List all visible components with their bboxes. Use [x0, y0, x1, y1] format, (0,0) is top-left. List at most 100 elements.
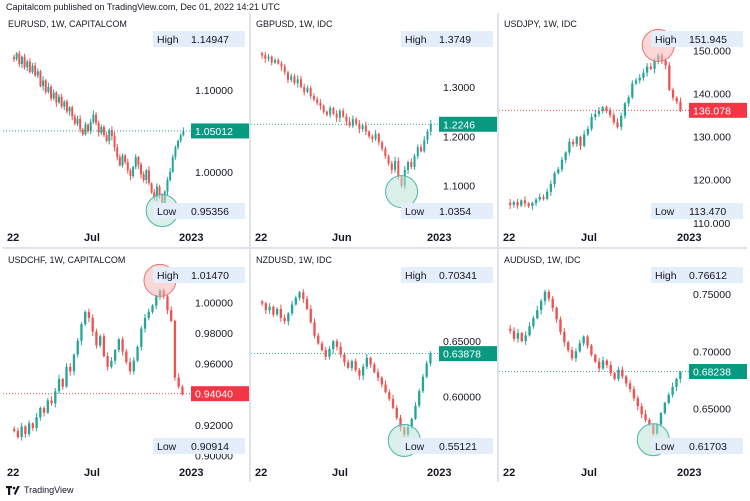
low-label: Low — [157, 441, 177, 453]
candle-body — [294, 297, 297, 305]
candle-body — [532, 318, 535, 327]
candle-body — [47, 86, 50, 92]
candle-body — [174, 147, 177, 158]
candle-body — [79, 118, 82, 130]
candle-body — [261, 53, 264, 56]
chart-panel-nzdusd[interactable]: NZDUSD, 1W, IDC 0.65000 0.60000 0.63878 Hig… — [251, 249, 497, 482]
candle-body — [410, 418, 413, 427]
candle-body — [65, 101, 68, 112]
candle-body — [171, 157, 174, 172]
candle-body — [578, 343, 581, 352]
candles — [13, 50, 185, 206]
candle-body — [23, 56, 26, 68]
chart-title: USDCHF, 1W, CAPITALCOM — [8, 255, 126, 265]
candle-body — [361, 366, 365, 376]
candle-body — [413, 156, 416, 167]
candle-body — [126, 162, 129, 171]
candle-body — [361, 125, 364, 129]
candle-body — [55, 92, 58, 103]
high-label: High — [157, 34, 179, 46]
low-label: Low — [655, 441, 675, 453]
candle-body — [97, 122, 100, 133]
candle-body — [512, 202, 515, 205]
candle-body — [63, 101, 66, 107]
candle-body — [520, 333, 523, 342]
last-price-badge — [439, 116, 497, 132]
chart-panel-usdchf[interactable]: USDCHF, 1W, CAPITALCOM 1.020001.000000.9… — [3, 249, 249, 482]
candle-body — [20, 426, 23, 438]
candle-body — [391, 398, 395, 408]
candle-body — [632, 389, 636, 399]
candle-body — [616, 122, 619, 128]
candle-body — [429, 124, 432, 132]
low-value: 0.95356 — [191, 206, 229, 218]
candle-body — [347, 362, 350, 368]
candle-body — [277, 60, 280, 64]
high-value: 151.945 — [689, 34, 727, 46]
candle-body — [328, 348, 331, 357]
last-price-label: 0.68238 — [693, 366, 731, 378]
candle-body — [620, 115, 623, 128]
candle-body — [92, 114, 95, 123]
x-tick-label: Jul — [332, 467, 348, 479]
candle-body — [52, 92, 55, 99]
candle-body — [586, 128, 590, 135]
x-tick-label: 2023 — [677, 232, 701, 244]
candle-body — [306, 88, 309, 93]
candle-body — [113, 349, 117, 361]
y-tick-label: 120.000 — [693, 175, 731, 187]
chart-panel-eurusd[interactable]: EURUSD, 1W, CAPITALCOM 1.10000 1.00000 1.0… — [3, 13, 249, 247]
chart-svg: 150.000 140.000 130.000 120.000 110.000 136.0… — [499, 28, 747, 244]
last-price-badge — [439, 346, 497, 362]
candle-body — [100, 126, 103, 133]
candle-body — [390, 163, 393, 170]
candle-body — [99, 336, 102, 346]
candle-body — [57, 379, 61, 392]
candle-body — [399, 417, 402, 428]
y-tick-label: 0.92000 — [195, 420, 233, 432]
high-box — [651, 267, 743, 283]
candle-body — [351, 119, 354, 126]
candle-body — [125, 351, 128, 363]
chart-panel-usdjpy[interactable]: USDJPY, 1W, IDC 150.000 140.000 130.000 120… — [499, 13, 747, 247]
candle-body — [369, 357, 372, 365]
candle-body — [147, 311, 150, 318]
candle-body — [158, 186, 161, 195]
candle-body — [645, 66, 649, 73]
high-label: High — [405, 270, 427, 282]
candle-body — [68, 107, 71, 112]
chart-panel-gbpusd[interactable]: GBPUSD, 1W, IDC 1.40001.30001.20001.1000… — [251, 13, 497, 247]
candle-body — [283, 66, 286, 73]
x-tick-label: Jul — [581, 467, 597, 479]
candle-body — [28, 61, 31, 73]
chart-svg: 0.65000 0.60000 0.63878 High 0.70341 Low 0.551… — [251, 267, 497, 479]
candle-body — [140, 328, 143, 347]
low-box — [401, 438, 493, 454]
candle-body — [145, 170, 148, 181]
candle-body — [95, 331, 98, 346]
y-tick-label: 0.98000 — [195, 328, 233, 340]
candle-body — [570, 350, 574, 359]
chart-panel-audusd[interactable]: AUDUSD, 1W, IDC 0.75000 0.70000 0.65000 0.6… — [499, 249, 747, 482]
candle-body — [549, 184, 553, 192]
candle-body — [46, 400, 49, 413]
candle-body — [343, 354, 346, 363]
candle-body — [128, 362, 132, 372]
candle-body — [617, 369, 620, 379]
candle-body — [137, 157, 140, 165]
candle-body — [36, 71, 39, 76]
last-price-label: 1.2246 — [443, 119, 475, 131]
candle-body — [649, 66, 652, 69]
candle-body — [132, 360, 135, 372]
candle-body — [113, 135, 116, 148]
high-label: High — [157, 270, 179, 282]
candle-body — [69, 366, 72, 372]
candle-body — [286, 72, 289, 80]
last-price-label: 136.078 — [693, 105, 731, 117]
candle-body — [95, 114, 98, 123]
candle-body — [516, 333, 520, 339]
candle-body — [309, 88, 312, 97]
candle-body — [358, 370, 361, 376]
candle-body — [84, 124, 87, 135]
candles — [509, 52, 682, 210]
